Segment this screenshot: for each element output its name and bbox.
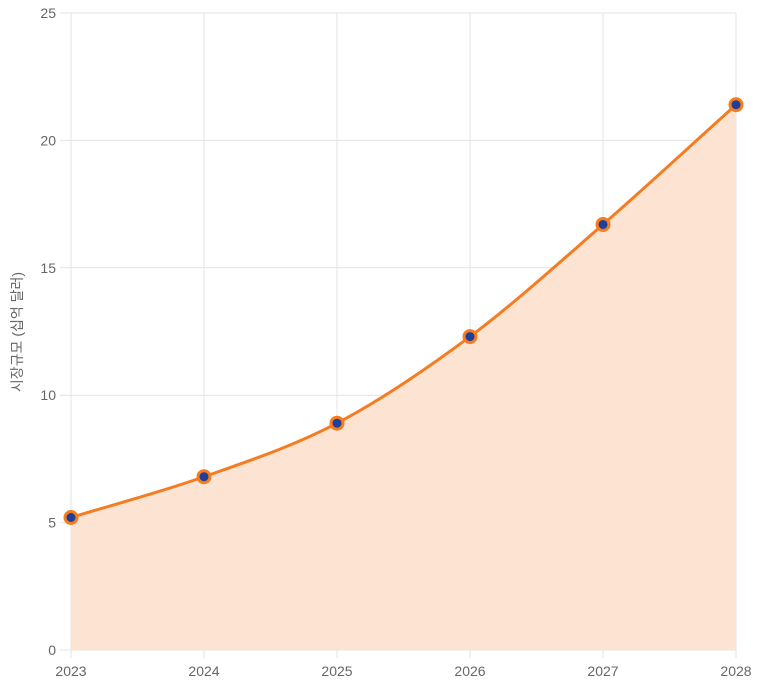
x-tick-label: 2024 (188, 663, 219, 679)
data-point[interactable] (595, 216, 611, 232)
y-tick-label: 5 (48, 515, 56, 531)
y-tick-label: 0 (48, 642, 56, 658)
data-points (63, 97, 744, 526)
x-tick-label: 2025 (321, 663, 352, 679)
x-axis-ticks: 2023 2024 2025 2026 2027 2028 (55, 663, 751, 679)
x-tick-label: 2023 (55, 663, 86, 679)
y-axis-ticks: 0 5 10 15 20 25 (40, 5, 56, 658)
data-point[interactable] (728, 97, 744, 113)
data-point[interactable] (63, 510, 79, 526)
y-tick-label: 20 (40, 132, 56, 148)
x-tick-label: 2028 (720, 663, 751, 679)
y-tick-label: 25 (40, 5, 56, 21)
data-point[interactable] (329, 415, 345, 431)
data-point[interactable] (462, 329, 478, 345)
x-tick-label: 2027 (587, 663, 618, 679)
y-tick-label: 15 (40, 260, 56, 276)
data-point[interactable] (196, 469, 212, 485)
x-tick-label: 2026 (454, 663, 485, 679)
y-axis-title: 시장규모 (십억 달러) (9, 272, 25, 392)
series-area (71, 104, 736, 650)
y-tick-label: 10 (40, 387, 56, 403)
